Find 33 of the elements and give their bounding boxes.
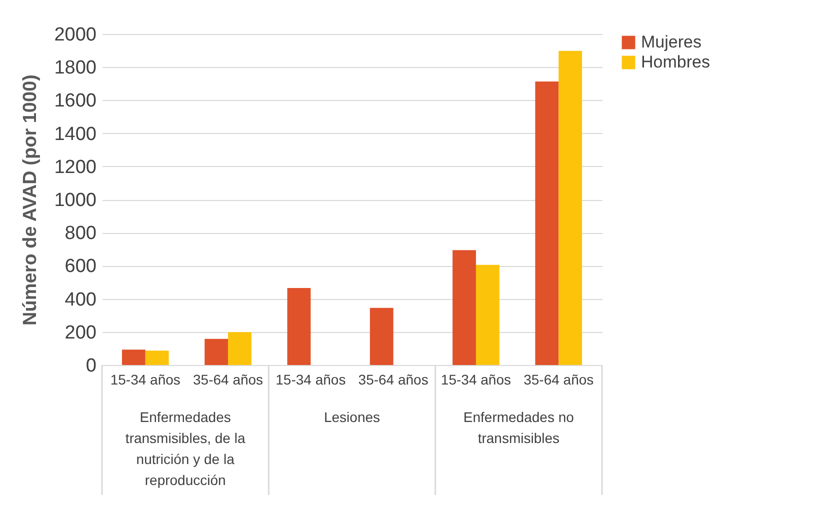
bar	[287, 288, 311, 365]
bar	[476, 264, 500, 365]
y-tick-label: 800	[64, 223, 96, 244]
text: Lesiones	[324, 409, 380, 425]
x-tick-label: 35-64 años	[193, 372, 264, 388]
y-axis-title: Número de AVAD (por 1000)	[20, 74, 42, 326]
y-tick-label: 0	[86, 356, 96, 376]
bar	[204, 338, 228, 365]
bar	[535, 82, 559, 365]
x-tick-label: 15-34 años	[110, 372, 180, 388]
x-tick-label: 15-34 años	[440, 372, 511, 388]
legend-label: Hombres	[641, 52, 710, 72]
x-tick-label: 35-64 años	[524, 372, 594, 388]
y-tick-label: 1600	[54, 90, 96, 112]
bar	[228, 332, 252, 365]
bar	[370, 308, 394, 365]
y-tick-label: 1800	[54, 58, 96, 79]
text: Enfermedades no transmisibles	[463, 409, 574, 446]
bar	[145, 350, 169, 365]
y-tick-label: 400	[64, 289, 96, 310]
y-tick-label: 200	[64, 322, 96, 344]
bar	[122, 350, 146, 365]
y-tick-label: 600	[64, 256, 96, 278]
x-tick-label: 35-64 años	[358, 372, 428, 388]
legend-label: Mujeres	[641, 32, 702, 52]
y-tick-label: 1200	[54, 156, 96, 178]
bar	[452, 250, 476, 365]
y-tick-label: 1000	[54, 190, 96, 211]
text: Enfermedades transmisibles, de la nutrición y de la reproducción	[125, 409, 246, 488]
y-tick-label: 2000	[54, 24, 96, 46]
bar	[558, 50, 582, 365]
y-tick-label: 1400	[54, 124, 96, 145]
x-tick-label: 15-34 años	[276, 372, 346, 388]
